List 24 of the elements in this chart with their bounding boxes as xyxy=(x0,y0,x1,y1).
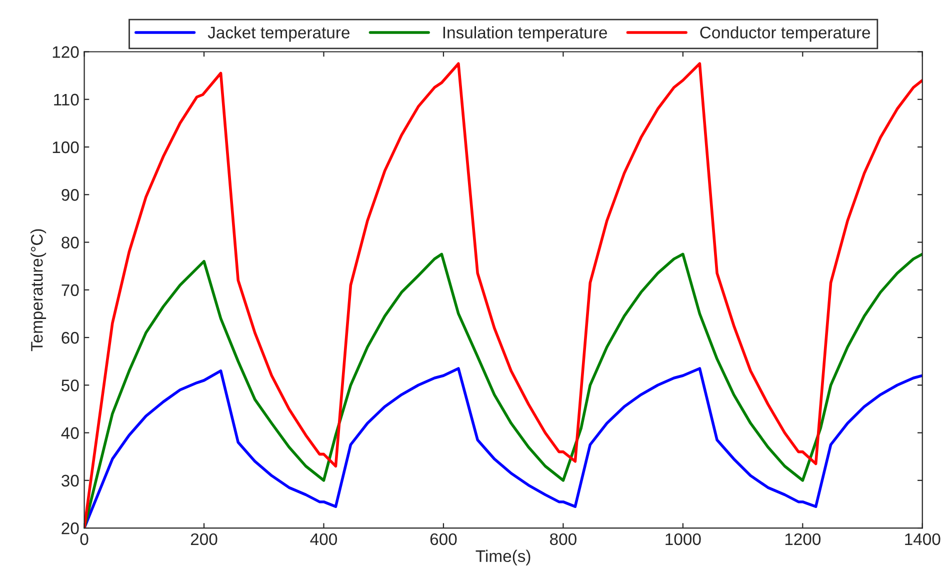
x-tick-label: 400 xyxy=(310,533,337,546)
y-tick-label: 50 xyxy=(62,380,79,392)
y-tick-label: 80 xyxy=(62,236,79,248)
y-tick-label: 30 xyxy=(62,474,79,487)
x-tick-label: 0 xyxy=(80,533,88,546)
y-tick-label: 60 xyxy=(62,332,79,344)
y-axis-title: Temperature(°C) xyxy=(30,229,46,352)
y-tick-label: 120 xyxy=(52,46,79,58)
legend-label: Insulation temperature xyxy=(443,26,607,42)
x-axis-title: Time(s) xyxy=(476,550,530,566)
x-tick-label: 1000 xyxy=(666,533,701,546)
x-tick-label: 1200 xyxy=(785,533,821,546)
x-tick-label: 1400 xyxy=(905,533,940,546)
y-tick-label: 90 xyxy=(62,189,79,201)
y-tick-label: 110 xyxy=(54,94,79,106)
legend-label: Jacket temperature xyxy=(208,26,350,42)
y-tick-label: 70 xyxy=(62,284,79,296)
y-tick-label: 100 xyxy=(52,141,79,154)
y-tick-label: 40 xyxy=(61,427,79,439)
x-tick-label: 200 xyxy=(190,533,218,546)
x-tick-label: 800 xyxy=(550,533,576,546)
y-tick-label: 20 xyxy=(62,522,79,534)
x-tick-label: 600 xyxy=(430,533,457,546)
legend-label: Conductor temperature xyxy=(700,26,870,42)
